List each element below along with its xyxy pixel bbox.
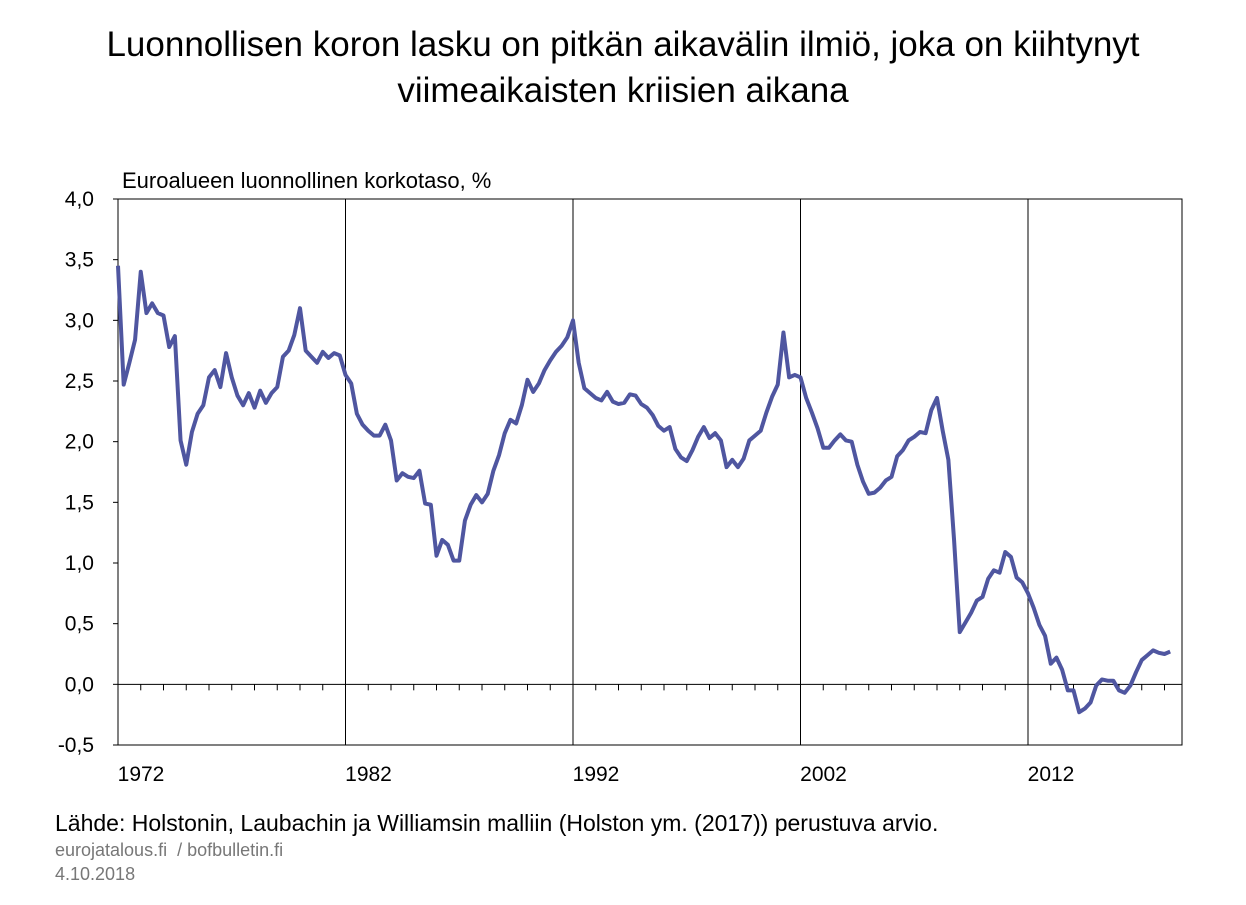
y-tick-label: 2,5 — [65, 370, 94, 393]
y-tick-label: -0,5 — [58, 734, 94, 757]
x-tick-label: 1992 — [573, 763, 620, 786]
y-tick-label: 1,5 — [65, 491, 94, 514]
y-tick-label: 3,5 — [65, 249, 94, 272]
y-tick-label: 2,0 — [65, 431, 94, 454]
chart-title: Luonnollisen koron lasku on pitkän aikav… — [106, 25, 1140, 110]
y-tick-label: 0,5 — [65, 613, 94, 636]
date: 4.10.2018 — [55, 864, 136, 884]
y-tick-label: 4,0 — [65, 188, 94, 211]
x-tick-label: 2002 — [800, 763, 847, 786]
x-tick-label: 1982 — [345, 763, 392, 786]
y-tick-label: 3,0 — [65, 309, 94, 332]
chart-title-box: Luonnollisen koron lasku on pitkän aikav… — [0, 22, 1246, 114]
credit: eurojatalous.fi / bofbulletin.fi — [55, 840, 284, 860]
x-tick-label: 2012 — [1028, 763, 1075, 786]
source: Lähde: Holstonin, Laubachin ja Williamsi… — [55, 810, 939, 836]
plot-frame — [117, 198, 1183, 746]
y-tick-label: 0,0 — [65, 673, 94, 696]
y-axis-label: Euroalueen luonnollinen korkotaso, % — [122, 168, 491, 193]
line-series — [116, 265, 1171, 715]
x-tick-label: 1972 — [118, 763, 165, 786]
y-tick-label: 1,0 — [65, 552, 94, 575]
